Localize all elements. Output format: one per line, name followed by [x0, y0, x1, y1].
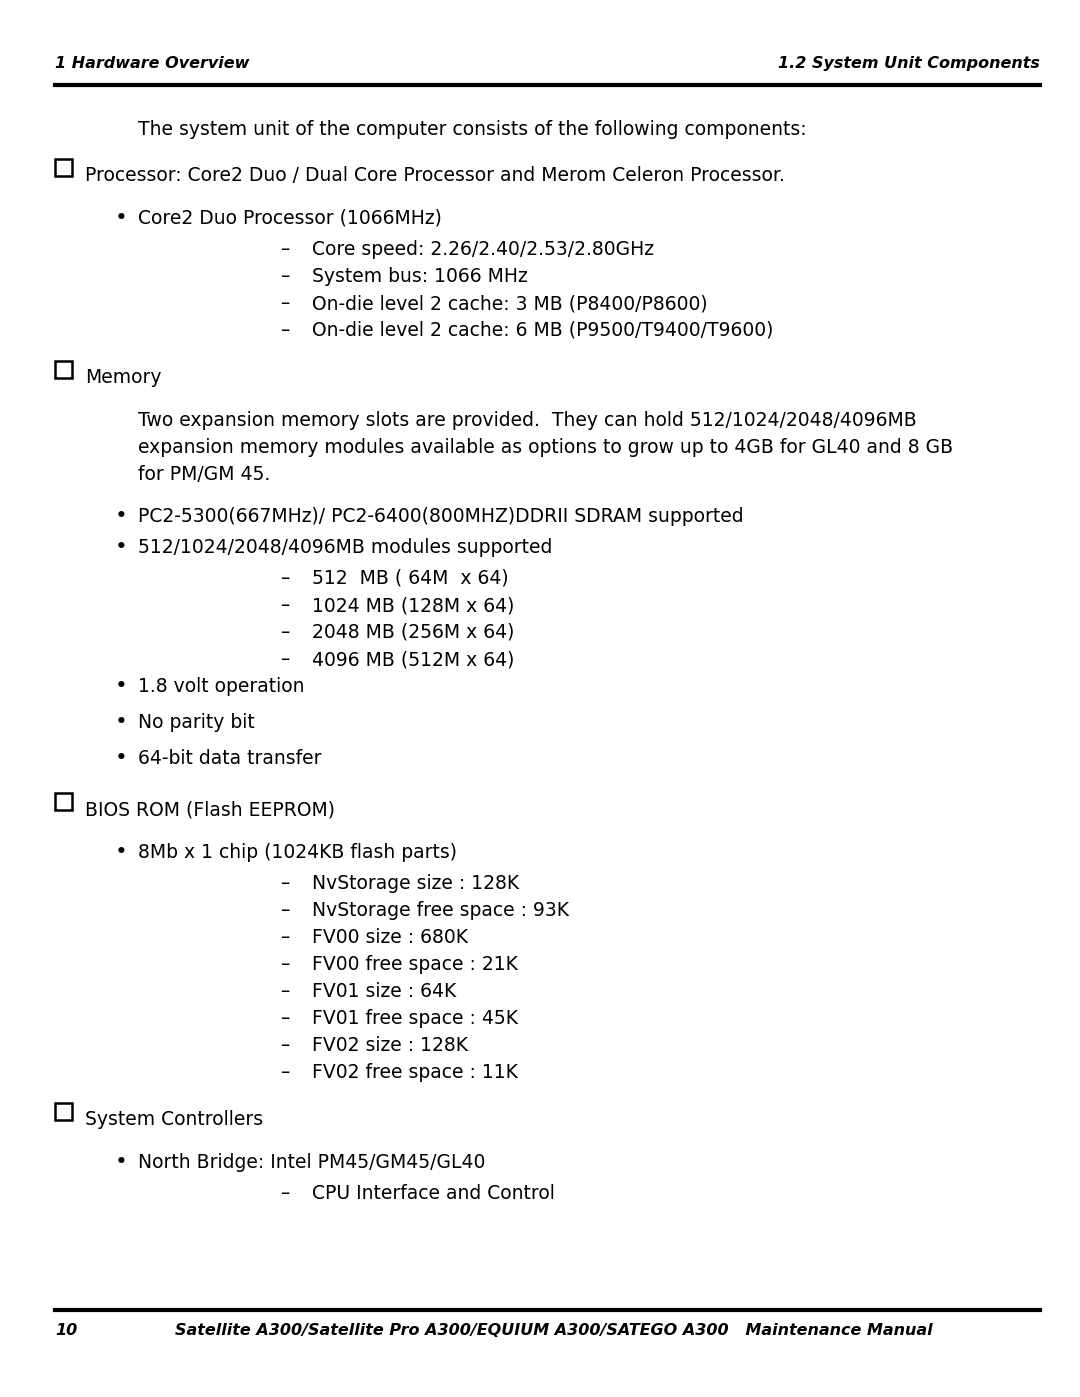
Text: CPU Interface and Control: CPU Interface and Control	[312, 1185, 555, 1203]
Text: FV02 free space : 11K: FV02 free space : 11K	[312, 1063, 518, 1083]
Text: FV00 size : 680K: FV00 size : 680K	[312, 928, 468, 947]
Text: –: –	[280, 267, 289, 286]
Text: –: –	[280, 597, 289, 615]
Text: •: •	[114, 1153, 127, 1172]
Text: for PM/GM 45.: for PM/GM 45.	[138, 465, 270, 483]
Text: –: –	[280, 1009, 289, 1028]
Text: –: –	[280, 623, 289, 643]
Text: –: –	[280, 569, 289, 588]
Text: –: –	[280, 1037, 289, 1055]
Text: PC2-5300(667MHz)/ PC2-6400(800MHZ)DDRII SDRAM supported: PC2-5300(667MHz)/ PC2-6400(800MHZ)DDRII …	[138, 507, 744, 527]
Text: 512  MB ( 64M  x 64): 512 MB ( 64M x 64)	[312, 569, 509, 588]
Text: •: •	[114, 208, 127, 228]
Text: –: –	[280, 321, 289, 339]
Text: System bus: 1066 MHz: System bus: 1066 MHz	[312, 267, 528, 286]
Text: 1024 MB (128M x 64): 1024 MB (128M x 64)	[312, 597, 514, 615]
Text: Processor: Core2 Duo / Dual Core Processor and Merom Celeron Processor.: Processor: Core2 Duo / Dual Core Process…	[85, 166, 785, 184]
Text: –: –	[280, 875, 289, 893]
Text: 8Mb x 1 chip (1024KB flash parts): 8Mb x 1 chip (1024KB flash parts)	[138, 842, 457, 862]
Text: –: –	[280, 1185, 289, 1203]
Text: 1.2 System Unit Components: 1.2 System Unit Components	[778, 56, 1040, 71]
Text: 64-bit data transfer: 64-bit data transfer	[138, 749, 322, 768]
Text: Core2 Duo Processor (1066MHz): Core2 Duo Processor (1066MHz)	[138, 210, 442, 228]
Text: –: –	[280, 982, 289, 1002]
Bar	[55, 360, 72, 379]
Text: Satellite A300/Satellite Pro A300/EQUIUM A300/SATEGO A300   Maintenance Manual: Satellite A300/Satellite Pro A300/EQUIUM…	[175, 1323, 933, 1338]
Text: FV01 free space : 45K: FV01 free space : 45K	[312, 1009, 518, 1028]
Text: •: •	[114, 747, 127, 768]
Text: expansion memory modules available as options to grow up to 4GB for GL40 and 8 G: expansion memory modules available as op…	[138, 439, 954, 457]
Text: –: –	[280, 956, 289, 974]
Text: NvStorage size : 128K: NvStorage size : 128K	[312, 875, 519, 893]
Text: NvStorage free space : 93K: NvStorage free space : 93K	[312, 901, 569, 921]
Text: North Bridge: Intel PM45/GM45/GL40: North Bridge: Intel PM45/GM45/GL40	[138, 1153, 485, 1172]
Text: BIOS ROM (Flash EEPROM): BIOS ROM (Flash EEPROM)	[85, 800, 335, 819]
Text: The system unit of the computer consists of the following components:: The system unit of the computer consists…	[138, 120, 807, 138]
Text: System Controllers: System Controllers	[85, 1111, 264, 1129]
Text: No parity bit: No parity bit	[138, 712, 255, 732]
Text: –: –	[280, 901, 289, 921]
Text: –: –	[280, 928, 289, 947]
Text: Core speed: 2.26/2.40/2.53/2.80GHz: Core speed: 2.26/2.40/2.53/2.80GHz	[312, 240, 654, 258]
Text: FV01 size : 64K: FV01 size : 64K	[312, 982, 456, 1002]
Bar	[55, 159, 72, 176]
Bar	[55, 1104, 72, 1120]
Text: Two expansion memory slots are provided.  They can hold 512/1024/2048/4096MB: Two expansion memory slots are provided.…	[138, 411, 917, 430]
Text: •: •	[114, 712, 127, 732]
Text: On-die level 2 cache: 6 MB (P9500/T9400/T9600): On-die level 2 cache: 6 MB (P9500/T9400/…	[312, 321, 773, 339]
Text: –: –	[280, 293, 289, 313]
Text: FV02 size : 128K: FV02 size : 128K	[312, 1037, 468, 1055]
Text: 10: 10	[55, 1323, 78, 1338]
Text: 1.8 volt operation: 1.8 volt operation	[138, 678, 305, 696]
Text: •: •	[114, 676, 127, 696]
Text: 512/1024/2048/4096MB modules supported: 512/1024/2048/4096MB modules supported	[138, 538, 552, 557]
Text: •: •	[114, 842, 127, 862]
Bar	[55, 793, 72, 810]
Text: •: •	[114, 506, 127, 527]
Text: 4096 MB (512M x 64): 4096 MB (512M x 64)	[312, 650, 514, 669]
Text: Memory: Memory	[85, 367, 162, 387]
Text: FV00 free space : 21K: FV00 free space : 21K	[312, 956, 518, 974]
Text: •: •	[114, 536, 127, 557]
Text: –: –	[280, 1063, 289, 1083]
Text: –: –	[280, 240, 289, 258]
Text: 2048 MB (256M x 64): 2048 MB (256M x 64)	[312, 623, 514, 643]
Text: 1 Hardware Overview: 1 Hardware Overview	[55, 56, 249, 71]
Text: –: –	[280, 650, 289, 669]
Text: On-die level 2 cache: 3 MB (P8400/P8600): On-die level 2 cache: 3 MB (P8400/P8600)	[312, 293, 707, 313]
